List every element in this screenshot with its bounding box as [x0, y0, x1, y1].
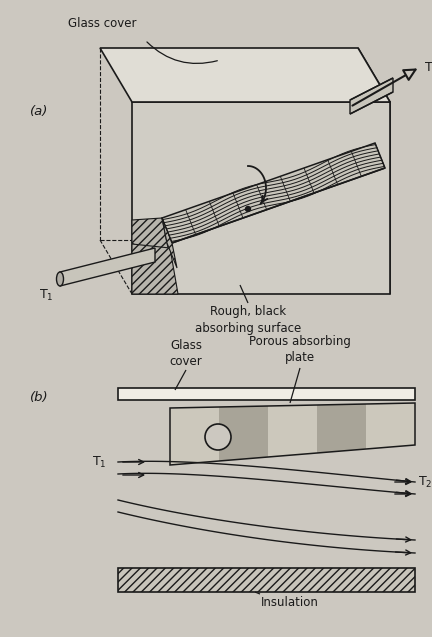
Polygon shape	[100, 48, 390, 102]
Polygon shape	[317, 404, 366, 453]
Text: Rough, black
absorbing surface: Rough, black absorbing surface	[195, 305, 301, 335]
Polygon shape	[358, 48, 390, 294]
Polygon shape	[219, 406, 268, 461]
Circle shape	[245, 206, 251, 211]
Polygon shape	[162, 143, 385, 243]
Polygon shape	[132, 102, 390, 294]
Text: T$_1$: T$_1$	[92, 454, 106, 469]
Text: Porous absorbing
plate: Porous absorbing plate	[249, 335, 351, 364]
Text: (b): (b)	[30, 392, 49, 404]
Bar	[118, 388, 415, 400]
Polygon shape	[350, 78, 393, 114]
Polygon shape	[170, 407, 219, 465]
Polygon shape	[132, 218, 172, 268]
Polygon shape	[132, 244, 178, 294]
Text: T$_1$: T$_1$	[39, 287, 53, 303]
Circle shape	[205, 424, 231, 450]
Ellipse shape	[57, 272, 64, 286]
Polygon shape	[162, 218, 177, 268]
Bar	[118, 568, 415, 592]
Text: T$_2$: T$_2$	[418, 475, 432, 490]
Text: Glass cover: Glass cover	[68, 17, 137, 30]
Polygon shape	[60, 248, 155, 286]
Text: Insulation: Insulation	[261, 596, 319, 609]
Text: T$_2$: T$_2$	[424, 61, 432, 76]
Polygon shape	[268, 405, 317, 457]
Text: (a): (a)	[30, 106, 48, 118]
Polygon shape	[366, 403, 415, 449]
Text: Glass
cover: Glass cover	[170, 339, 202, 368]
